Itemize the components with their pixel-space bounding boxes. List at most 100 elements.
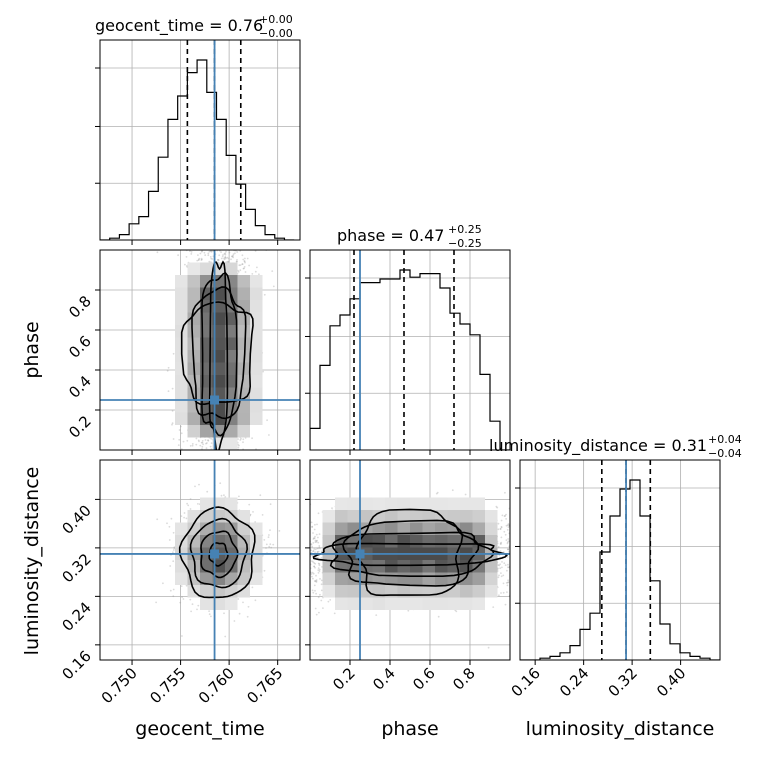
density-cell [212, 597, 225, 610]
sample-point [242, 258, 245, 261]
sample-point [314, 523, 316, 526]
sample-point [256, 266, 258, 269]
density-cell [175, 375, 188, 388]
density-cell [485, 522, 498, 535]
sample-point [329, 599, 332, 601]
sample-point [180, 425, 182, 428]
density-cell [322, 510, 335, 523]
density-cell [237, 400, 250, 413]
density-cell [200, 597, 213, 610]
sample-point [311, 554, 314, 557]
sample-point [315, 556, 317, 559]
sample-point [333, 612, 336, 615]
sample-point [314, 589, 316, 592]
density-cell [372, 522, 385, 535]
x-tick-label: 0.760 [195, 664, 238, 707]
sample-point [189, 508, 192, 510]
sample-point [186, 439, 189, 442]
sample-point [210, 437, 212, 440]
sample-point [241, 254, 244, 257]
sample-point [218, 254, 221, 257]
density-cell [472, 510, 485, 523]
density-cell [410, 535, 423, 548]
sample-point [507, 563, 509, 566]
sample-point [231, 255, 234, 258]
sample-point [228, 251, 231, 254]
density-cell [250, 560, 263, 573]
sample-point [225, 250, 227, 253]
sample-point [172, 531, 175, 534]
density-cell [472, 522, 485, 535]
sample-point [505, 582, 508, 584]
density-cell [435, 560, 448, 573]
density-cell [237, 522, 250, 535]
density-cell [397, 597, 410, 610]
density-cell [237, 375, 250, 388]
sample-point [506, 524, 509, 527]
sample-point [497, 528, 500, 531]
sample-point [502, 582, 505, 585]
sample-point [224, 253, 227, 256]
density-cell [360, 497, 373, 510]
density-cell [410, 597, 423, 610]
density-cell [397, 535, 410, 548]
sample-point [241, 263, 244, 266]
sample-point [197, 439, 200, 442]
sample-point [436, 491, 439, 494]
sample-point [501, 566, 503, 569]
density-cell [250, 350, 263, 363]
density-cell [360, 535, 373, 548]
sample-point [312, 532, 314, 534]
sample-point [237, 269, 239, 272]
sample-point [223, 258, 226, 261]
sample-point [251, 437, 254, 440]
density-cell [250, 400, 263, 413]
sample-point [224, 256, 227, 259]
y-tick-label: 0.16 [58, 647, 94, 683]
sample-point [320, 589, 323, 592]
sample-point [237, 446, 240, 449]
density-cell [372, 535, 385, 548]
sample-point [501, 561, 503, 563]
sample-point [243, 260, 246, 262]
density-cell [237, 300, 250, 313]
sample-point [190, 253, 193, 255]
density-cell [237, 337, 250, 350]
y-tick-label: 0.24 [58, 598, 94, 634]
density-cell [187, 287, 200, 300]
sample-point [316, 539, 318, 542]
sample-point [496, 506, 499, 509]
sample-point [492, 606, 495, 608]
sample-point [201, 448, 203, 450]
sample-point [497, 522, 500, 525]
sample-point [263, 293, 266, 296]
sample-point [220, 251, 223, 254]
sample-point [198, 483, 200, 486]
sample-point [265, 547, 267, 549]
sample-point [185, 517, 188, 520]
sample-point [238, 612, 241, 615]
density-cell [187, 522, 200, 535]
sample-point [318, 546, 321, 549]
sample-point [505, 518, 507, 520]
sample-point [173, 547, 176, 550]
sample-point [506, 529, 509, 531]
sample-point [314, 566, 316, 569]
sample-point [243, 260, 246, 263]
sample-point [317, 562, 320, 565]
density-cell [175, 362, 188, 375]
sample-point [507, 581, 510, 584]
density-cell [225, 437, 238, 450]
x-tick-label: 0.765 [243, 664, 286, 707]
density-cell [322, 585, 335, 598]
sample-point [505, 539, 508, 542]
sample-point [314, 551, 316, 553]
sample-point [312, 577, 314, 580]
density-cell [335, 585, 348, 598]
density-cell [200, 312, 213, 325]
sample-point [314, 535, 316, 538]
sample-point [190, 610, 193, 613]
sample-point [254, 599, 257, 602]
density-cell [250, 535, 263, 548]
sample-point [172, 549, 175, 551]
